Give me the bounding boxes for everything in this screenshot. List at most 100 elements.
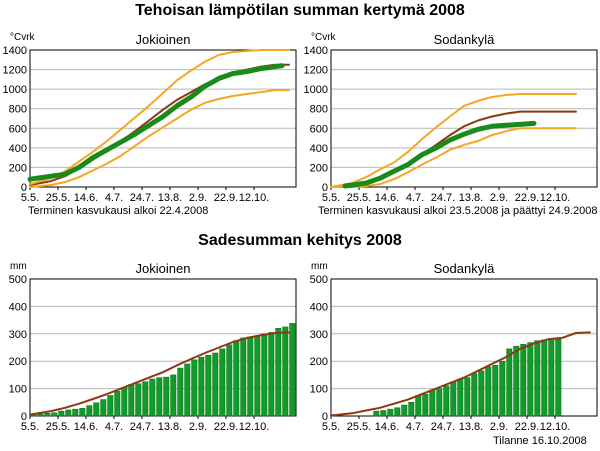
x-tick-label: 24.7.	[130, 192, 154, 204]
x-tick-label: 24.7.	[431, 421, 455, 433]
plot-frame-top	[29, 49, 297, 188]
y-unit-label: °Cvrk	[10, 32, 36, 43]
chart-title: Jokioinen	[136, 32, 191, 47]
y-tick-label: 500	[9, 274, 27, 286]
y-tick-label: 0	[21, 182, 27, 194]
x-tick-label: 25.5.	[347, 421, 371, 433]
x-tick-label: 12.10.	[239, 192, 270, 204]
precipitation-bar	[548, 339, 555, 417]
precipitation-bar	[100, 399, 107, 417]
chart-jokioinen-temp: 0 200 400 600 800 1000 1200 1400 5.5. 25.5. 14.6. 4…	[3, 32, 297, 204]
x-tick-label: 22.9.	[515, 192, 539, 204]
precipitation-bar	[457, 378, 464, 417]
x-tick-label: 24.7.	[431, 192, 455, 204]
precipitation-bar	[275, 328, 282, 417]
precipitation-bar	[177, 367, 184, 417]
y-tick-label: 100	[9, 384, 27, 396]
precipitation-bar	[226, 344, 233, 417]
x-tick-label: 5.5.	[21, 192, 39, 204]
precipitation-bar	[450, 381, 457, 417]
precipitation-bar	[58, 410, 65, 417]
plot-frame-top	[29, 278, 297, 417]
precipitation-bar	[114, 391, 121, 417]
precipitation-bar	[485, 366, 492, 417]
precipitation-bar	[513, 345, 520, 417]
x-tick-label: 4.7.	[406, 192, 424, 204]
precipitation-bar	[380, 410, 387, 417]
x-tick-label: 4.7.	[406, 421, 424, 433]
precipitation-bar	[254, 336, 261, 417]
precipitation-bar	[408, 402, 415, 417]
x-tick-label: 14.6.	[74, 421, 98, 433]
x-tick-label: 2.9.	[189, 421, 207, 433]
x-tick-label: 2.9.	[490, 421, 508, 433]
precipitation-bar	[205, 354, 212, 417]
precipitation-bar	[534, 340, 541, 417]
precipitation-bar	[121, 386, 128, 417]
y-tick-label: 1400	[3, 45, 27, 57]
precipitation-bar	[128, 384, 135, 417]
precipitation-bar	[415, 395, 422, 417]
y-tick-label: 400	[9, 301, 27, 313]
precipitation-bar	[394, 407, 401, 417]
y-unit-label: mm	[10, 261, 27, 272]
precipitation-bar	[51, 412, 58, 417]
x-tick-label: 5.5.	[322, 192, 340, 204]
chart-title: Sodankylä	[434, 261, 495, 276]
x-tick-label: 13.8.	[158, 421, 182, 433]
x-tick-label: 4.7.	[105, 192, 123, 204]
x-tick-label: 22.9.	[515, 421, 539, 433]
x-tick-label: 13.8.	[459, 421, 483, 433]
precipitation-bar	[219, 348, 226, 417]
x-tick-label: 13.8.	[158, 192, 182, 204]
precipitation-bar	[184, 363, 191, 417]
precipitation-bar	[247, 336, 254, 417]
precipitation-bar	[107, 395, 114, 417]
note-sodankyla-growing-season: Terminen kasvukausi alkoi 23.5.2008 ja p…	[318, 205, 598, 217]
precipitation-bar	[65, 409, 72, 417]
precipitation-bar	[401, 404, 408, 417]
precipitation-bar	[212, 352, 219, 417]
precipitation-bar	[163, 376, 170, 417]
precipitation-bar	[79, 408, 86, 417]
x-tick-label: 12.10.	[540, 192, 571, 204]
precipitation-bar	[268, 332, 275, 417]
x-tick-label: 14.6.	[74, 192, 98, 204]
series-line-max	[29, 49, 290, 186]
y-tick-label: 1000	[304, 84, 328, 96]
y-tick-label: 400	[310, 143, 328, 155]
x-tick-label: 12.10.	[239, 421, 270, 433]
series-line-max	[330, 93, 577, 188]
y-tick-label: 200	[9, 356, 27, 368]
x-tick-label: 12.10.	[540, 421, 571, 433]
x-tick-label: 25.5.	[347, 192, 371, 204]
series-line-year	[27, 63, 285, 182]
x-tick-label: 25.5.	[46, 421, 70, 433]
x-tick-label: 13.8.	[459, 192, 483, 204]
y-tick-label: 800	[9, 104, 27, 116]
status-date: Tilanne 16.10.2008	[493, 435, 587, 447]
x-tick-label: 2.9.	[490, 192, 508, 204]
precipitation-bar	[86, 405, 93, 417]
precipitation-bar	[492, 365, 499, 417]
plot-frame	[330, 49, 598, 188]
precipitation-bar	[464, 377, 471, 417]
precipitation-bar	[149, 378, 156, 417]
series-line-min	[29, 89, 290, 188]
y-tick-label: 1000	[3, 84, 27, 96]
x-tick-label: 4.7.	[105, 421, 123, 433]
precipitation-bar	[436, 388, 443, 417]
y-tick-label: 200	[310, 162, 328, 174]
precipitation-bar	[142, 381, 149, 417]
heading-temperature-sum: Tehoisan lämpötilan summan kertymä 2008	[135, 2, 465, 19]
precipitation-bar	[443, 385, 450, 417]
x-tick-label: 14.6.	[375, 192, 399, 204]
y-tick-label: 400	[310, 301, 328, 313]
chart-title: Jokioinen	[136, 261, 191, 276]
x-tick-label: 5.5.	[322, 421, 340, 433]
x-tick-label: 14.6.	[375, 421, 399, 433]
y-tick-label: 500	[310, 274, 328, 286]
precipitation-bar	[282, 326, 289, 417]
